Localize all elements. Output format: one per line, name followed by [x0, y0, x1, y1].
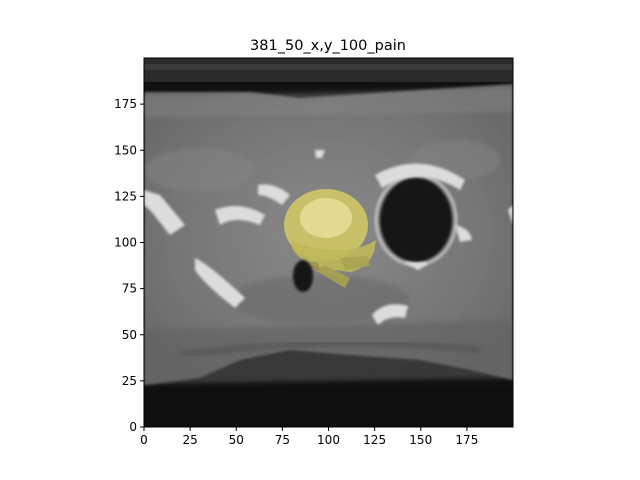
- y-tick-label: 25: [122, 374, 137, 388]
- x-tick-label: 25: [182, 433, 197, 447]
- x-tick-label: 125: [363, 433, 386, 447]
- y-tick-label: 75: [122, 282, 137, 296]
- x-tick-label: 75: [275, 433, 290, 447]
- air-structures: [293, 178, 452, 292]
- x-tick-label: 150: [409, 433, 432, 447]
- x-axis: 0 25 50 75 100 125 150 175: [140, 427, 478, 447]
- y-tick-label: 50: [122, 328, 137, 342]
- plot-title: 381_50_x,y_100_pain: [250, 38, 406, 54]
- y-tick-label: 175: [114, 97, 137, 111]
- bottom-air: [144, 388, 513, 427]
- x-tick-label: 0: [140, 433, 148, 447]
- x-tick-label: 175: [455, 433, 478, 447]
- y-axis: 0 25 50 75 100 125 150 175: [114, 97, 144, 434]
- x-tick-label: 50: [229, 433, 244, 447]
- y-tick-label: 100: [114, 236, 137, 250]
- vertebra-mask: [284, 189, 376, 288]
- y-tick-label: 125: [114, 189, 137, 203]
- y-tick-label: 0: [129, 420, 137, 434]
- bone-structures: [144, 150, 513, 325]
- ct-image: [144, 58, 513, 427]
- y-tick-label: 150: [114, 143, 137, 157]
- x-tick-label: 100: [317, 433, 340, 447]
